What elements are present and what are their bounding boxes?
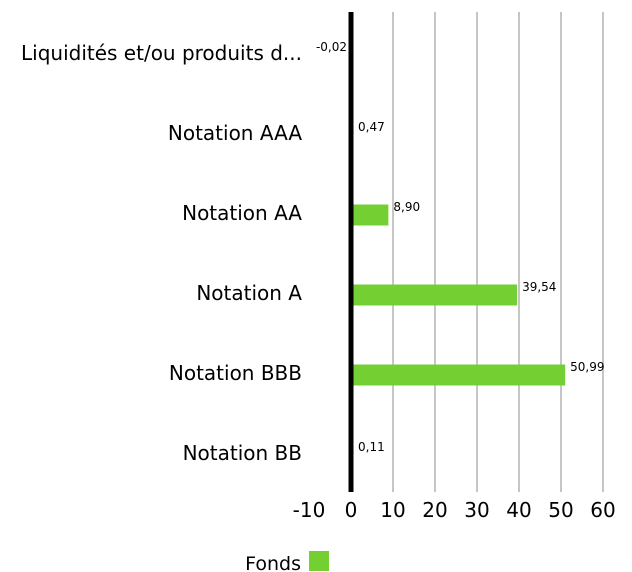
x-tick-label: 50 bbox=[548, 498, 573, 522]
gridlines bbox=[392, 12, 604, 492]
x-tick-label: 60 bbox=[590, 498, 615, 522]
data-label: 39,54 bbox=[522, 280, 556, 294]
bar bbox=[351, 364, 566, 386]
category-label: Notation AAA bbox=[168, 121, 302, 145]
x-tick-labels: -10 0 10 20 30 40 50 60 bbox=[293, 498, 616, 522]
data-label: 0,11 bbox=[358, 440, 385, 454]
legend-swatch bbox=[309, 551, 329, 571]
category-label: Notation A bbox=[196, 281, 302, 305]
bar bbox=[351, 204, 389, 226]
bars bbox=[350, 44, 566, 466]
data-label: 0,47 bbox=[358, 120, 385, 134]
category-label: Liquidités et/ou produits d... bbox=[21, 41, 302, 65]
legend-label: Fonds bbox=[245, 553, 301, 572]
x-tick-label: 30 bbox=[464, 498, 489, 522]
data-label: 8,90 bbox=[393, 200, 420, 214]
bar bbox=[351, 284, 518, 306]
x-tick-label: 10 bbox=[380, 498, 405, 522]
data-labels: -0,02 0,47 8,90 39,54 50,99 0,11 bbox=[316, 40, 605, 454]
category-label: Notation BBB bbox=[169, 361, 302, 385]
data-label: -0,02 bbox=[316, 40, 347, 54]
x-tick-label: 20 bbox=[422, 498, 447, 522]
category-labels: Liquidités et/ou produits d... Notation A… bbox=[21, 41, 302, 465]
x-tick-label: 0 bbox=[345, 498, 358, 522]
x-tick-label: 40 bbox=[506, 498, 531, 522]
data-label: 50,99 bbox=[570, 360, 604, 374]
legend: Fonds bbox=[245, 551, 329, 572]
category-label: Notation BB bbox=[183, 441, 302, 465]
x-tick-label: -10 bbox=[293, 498, 326, 522]
category-label: Notation AA bbox=[182, 201, 302, 225]
